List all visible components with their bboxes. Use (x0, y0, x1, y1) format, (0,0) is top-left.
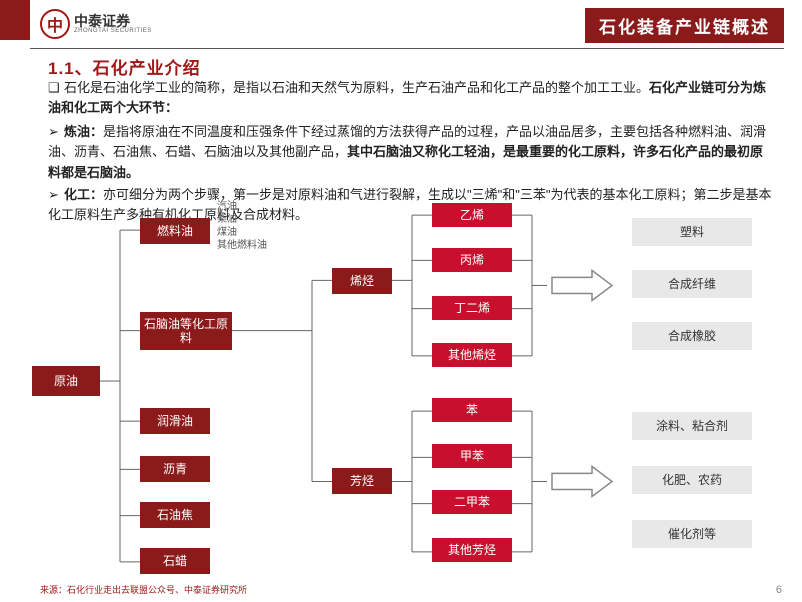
node-fuel-oil: 燃料油 (140, 218, 210, 244)
node-fertilizer: 化肥、农药 (632, 466, 752, 494)
source-text: 来源：石化行业走出去联盟公众号、中泰证券研究所 (40, 583, 247, 596)
node-rubber: 合成橡胶 (632, 322, 752, 350)
refining-label: 炼油： (64, 124, 103, 139)
fuel-sub: 煤油 (217, 226, 267, 239)
node-root: 原油 (32, 366, 100, 396)
node-ethylene: 乙烯 (432, 203, 512, 227)
logo-text: 中泰证券 ZHONGTAI SECURITIES (74, 14, 152, 34)
arrow-icon: ➢ (48, 122, 64, 142)
node-other-olefin: 其他烯烃 (432, 343, 512, 367)
fuel-sub: 其他燃料油 (217, 239, 267, 252)
fuel-sub-list: 汽油 柴油 煤油 其他燃料油 (217, 200, 267, 252)
logo-en: ZHONGTAI SECURITIES (74, 28, 152, 34)
node-benzene: 苯 (432, 398, 512, 422)
flow-diagram: 原油 燃料油 石脑油等化工原料 润滑油 沥青 石油焦 石蜡 汽油 柴油 煤油 其… (32, 200, 784, 582)
node-naphtha: 石脑油等化工原料 (140, 312, 232, 350)
intro-paragraph: ❑石化是石油化学工业的简称，是指以石油和天然气为原料，生产石油产品和化工产品的整… (48, 78, 774, 118)
node-fiber: 合成纤维 (632, 270, 752, 298)
section-title: 1.1、石化产业介绍 (48, 54, 201, 79)
node-lube: 润滑油 (140, 408, 210, 434)
fuel-sub: 柴油 (217, 213, 267, 226)
page-number: 6 (776, 584, 782, 596)
header: 中 中泰证券 ZHONGTAI SECURITIES 石化装备产业链概述 (0, 0, 802, 48)
node-wax: 石蜡 (140, 548, 210, 574)
node-propylene: 丙烯 (432, 248, 512, 272)
logo-cn: 中泰证券 (74, 14, 152, 28)
node-plastic: 塑料 (632, 218, 752, 246)
node-catalyst: 催化剂等 (632, 520, 752, 548)
node-asphalt: 沥青 (140, 456, 210, 482)
logo-icon: 中 (40, 9, 70, 39)
refining-paragraph: ➢炼油：是指将原油在不同温度和压强条件下经过蒸馏的方法获得产品的过程，产品以油品… (48, 122, 774, 182)
node-coating: 涂料、粘合剂 (632, 412, 752, 440)
fuel-sub: 汽油 (217, 200, 267, 213)
header-title: 石化装备产业链概述 (585, 8, 784, 43)
node-other-aromatic: 其他芳烃 (432, 538, 512, 562)
bullet-icon: ❑ (48, 78, 64, 98)
intro-text: 石化是石油化学工业的简称，是指以石油和天然气为原料，生产石油产品和化工产品的整个… (64, 80, 649, 95)
node-coke: 石油焦 (140, 502, 210, 528)
logo: 中 中泰证券 ZHONGTAI SECURITIES (40, 9, 152, 39)
header-divider (30, 48, 784, 49)
node-xylene: 二甲苯 (432, 490, 512, 514)
node-aromatic: 芳烃 (332, 468, 392, 494)
node-olefin: 烯烃 (332, 268, 392, 294)
node-butadiene: 丁二烯 (432, 296, 512, 320)
node-toluene: 甲苯 (432, 444, 512, 468)
